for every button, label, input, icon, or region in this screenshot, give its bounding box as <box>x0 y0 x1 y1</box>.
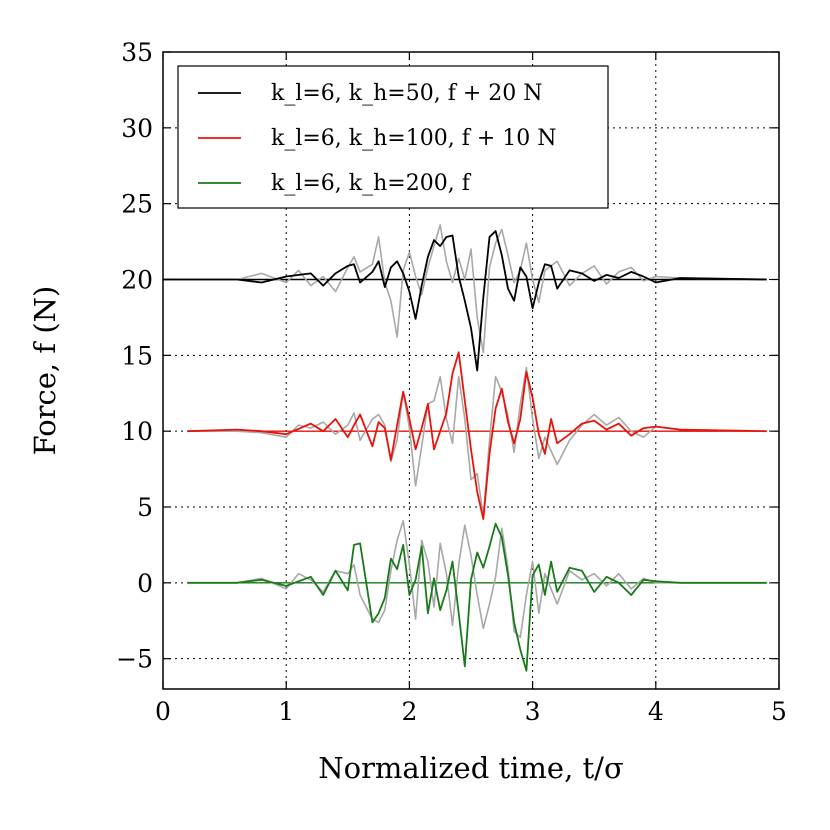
series-line-1 <box>187 351 767 520</box>
legend: k_l=6, k_h=50, f + 20 N k_l=6, k_h=100, f… <box>177 65 609 209</box>
series-line-5 <box>187 519 767 639</box>
legend-label-0: k_l=6, k_h=50, f + 20 N <box>271 81 543 106</box>
x-tick-label-0: 0 <box>155 697 171 726</box>
x-tick-label-1: 1 <box>278 697 294 726</box>
series-layer <box>163 224 767 672</box>
y-tick-label-5: 5 <box>137 493 153 522</box>
y-tick-label-0: 0 <box>137 569 153 598</box>
x-tick-label-5: 5 <box>771 697 787 726</box>
x-tick-label-4: 4 <box>648 697 664 726</box>
legend-label-1: k_l=6, k_h=100, f + 10 N <box>271 126 557 151</box>
plot-frame <box>162 51 780 690</box>
y-tick-label-20: 20 <box>121 266 153 295</box>
x-axis-label: Normalized time, t/σ <box>318 751 624 785</box>
y-tick-label-10: 10 <box>121 417 153 446</box>
series-line-2 <box>187 522 767 672</box>
y-tick-label-30: 30 <box>121 114 153 143</box>
series-line-3 <box>163 224 767 354</box>
label-layer: Normalized time, t/σ Force, f (N) <box>28 286 624 785</box>
y-axis-label: Force, f (N) <box>28 286 62 456</box>
y-tick-label-15: 15 <box>121 341 153 370</box>
legend-box <box>177 65 609 209</box>
series-line-0 <box>163 230 767 372</box>
y-tick-label-25: 25 <box>121 190 153 219</box>
y-tick-label-35: 35 <box>121 38 153 67</box>
x-tick-label-2: 2 <box>401 697 417 726</box>
legend-label-2: k_l=6, k_h=200, f <box>271 171 472 196</box>
y-tick-label--5: −5 <box>116 645 153 674</box>
series-line-4 <box>187 366 767 517</box>
x-tick-label-3: 3 <box>525 697 541 726</box>
